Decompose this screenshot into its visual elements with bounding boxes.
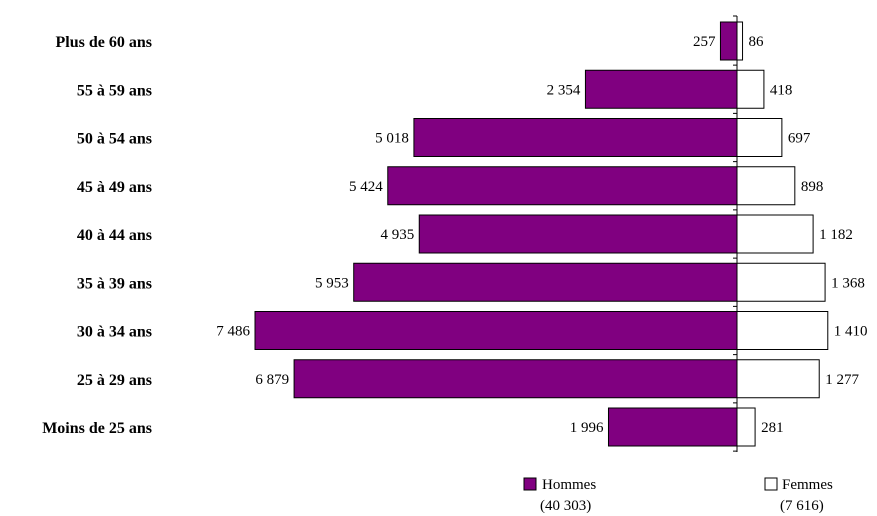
- category-label: 30 à 34 ans: [77, 324, 152, 341]
- category-label: 40 à 44 ans: [77, 227, 152, 244]
- bar-hommes: [387, 166, 738, 206]
- value-label-femmes: 1 182: [819, 227, 853, 243]
- value-label-hommes: 1 996: [570, 420, 604, 436]
- category-label: 35 à 39 ans: [77, 275, 152, 292]
- value-label-hommes: 5 424: [349, 179, 383, 195]
- bar-hommes: [584, 69, 738, 109]
- legend-total-hommes: (40 303): [540, 498, 591, 514]
- legend-swatch-femmes: [764, 477, 778, 491]
- legend-swatch-hommes: [523, 477, 537, 491]
- legend: Hommes (40 303) Femmes (7 616): [523, 477, 833, 514]
- value-label-hommes: 6 879: [255, 372, 289, 388]
- bar-hommes: [254, 311, 738, 350]
- bar-femmes: [736, 214, 814, 254]
- value-label-femmes: 697: [788, 131, 811, 147]
- value-label-hommes: 257: [693, 34, 716, 50]
- value-label-hommes: 5 018: [375, 131, 409, 147]
- bar-femmes: [736, 118, 783, 157]
- bar-hommes: [293, 359, 738, 399]
- bar-femmes: [736, 407, 756, 447]
- bar-femmes: [736, 21, 744, 61]
- legend-label-hommes: Hommes: [542, 477, 596, 493]
- bar-hommes: [413, 118, 738, 157]
- bar-femmes: [736, 69, 765, 109]
- category-label: 55 à 59 ans: [77, 82, 152, 99]
- bar-hommes: [418, 214, 738, 254]
- value-label-hommes: 5 953: [315, 275, 349, 291]
- value-labels: 257 86 2 354 418 5 018 697 5 424 898 4 935 1 182 5…: [216, 34, 867, 436]
- value-label-femmes: 418: [770, 82, 793, 98]
- bar-hommes: [353, 262, 738, 302]
- hommes-bars: [254, 21, 738, 447]
- value-label-femmes: 898: [801, 179, 824, 195]
- value-label-hommes: 2 354: [547, 82, 581, 98]
- value-label-femmes: 281: [761, 420, 784, 436]
- bar-hommes: [607, 407, 738, 447]
- bar-femmes: [736, 262, 826, 302]
- category-label: Moins de 25 ans: [42, 420, 152, 437]
- category-label: 50 à 54 ans: [77, 131, 152, 148]
- axis-ticks: [733, 15, 737, 452]
- category-label: 45 à 49 ans: [77, 179, 152, 196]
- value-label-femmes: 1 277: [825, 372, 859, 388]
- value-label-femmes: 1 410: [834, 324, 868, 340]
- bar-hommes: [719, 21, 738, 61]
- category-label: Plus de 60 ans: [56, 34, 152, 51]
- category-label: 25 à 29 ans: [77, 372, 152, 389]
- value-label-hommes: 7 486: [216, 324, 250, 340]
- category-labels: Plus de 60 ans 55 à 59 ans 50 à 54 ans 45 à…: [42, 34, 152, 437]
- legend-total-femmes: (7 616): [780, 498, 824, 514]
- femmes-bars: [736, 21, 829, 447]
- bar-femmes: [736, 311, 829, 350]
- value-label-femmes: 86: [749, 34, 765, 50]
- value-label-femmes: 1 368: [831, 275, 865, 291]
- value-label-hommes: 4 935: [381, 227, 415, 243]
- bar-femmes: [736, 359, 820, 399]
- legend-label-femmes: Femmes: [782, 477, 833, 493]
- bar-femmes: [736, 166, 796, 206]
